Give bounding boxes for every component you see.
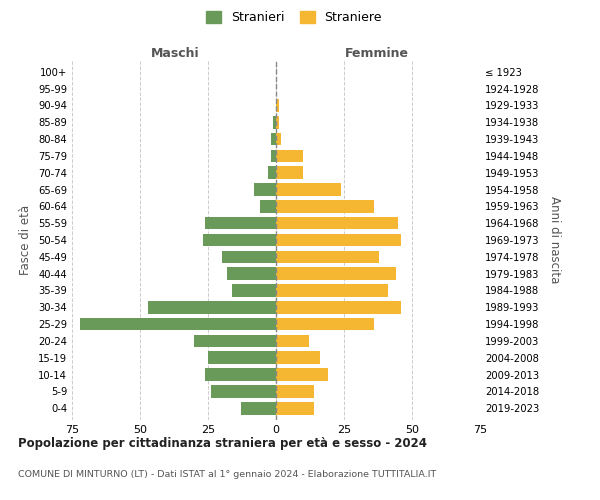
Bar [276,234,401,246]
Bar [276,268,395,280]
Bar [148,301,276,314]
Bar [276,250,379,263]
Y-axis label: Fasce di età: Fasce di età [19,205,32,275]
Bar [276,217,398,230]
Text: Popolazione per cittadinanza straniera per età e sesso - 2024: Popolazione per cittadinanza straniera p… [18,438,427,450]
Bar [232,284,276,297]
Bar [205,217,276,230]
Bar [221,250,276,263]
Bar [276,385,314,398]
Bar [271,133,276,145]
Bar [205,368,276,381]
Legend: Stranieri, Straniere: Stranieri, Straniere [201,6,387,29]
Bar [273,116,276,128]
Bar [276,284,388,297]
Text: Femmine: Femmine [344,47,409,60]
Bar [276,150,303,162]
Bar [268,166,276,179]
Bar [276,133,281,145]
Bar [80,318,276,330]
Bar [194,334,276,347]
Bar [276,318,374,330]
Bar [276,352,320,364]
Bar [271,150,276,162]
Bar [276,368,328,381]
Text: Maschi: Maschi [151,47,200,60]
Bar [276,301,401,314]
Bar [276,200,374,212]
Bar [260,200,276,212]
Bar [276,116,279,128]
Y-axis label: Anni di nascita: Anni di nascita [548,196,560,284]
Text: COMUNE DI MINTURNO (LT) - Dati ISTAT al 1° gennaio 2024 - Elaborazione TUTTITALI: COMUNE DI MINTURNO (LT) - Dati ISTAT al … [18,470,436,479]
Bar [276,166,303,179]
Bar [276,334,308,347]
Bar [241,402,276,414]
Bar [276,183,341,196]
Bar [276,99,279,112]
Bar [203,234,276,246]
Bar [211,385,276,398]
Bar [254,183,276,196]
Bar [208,352,276,364]
Bar [276,402,314,414]
Bar [227,268,276,280]
